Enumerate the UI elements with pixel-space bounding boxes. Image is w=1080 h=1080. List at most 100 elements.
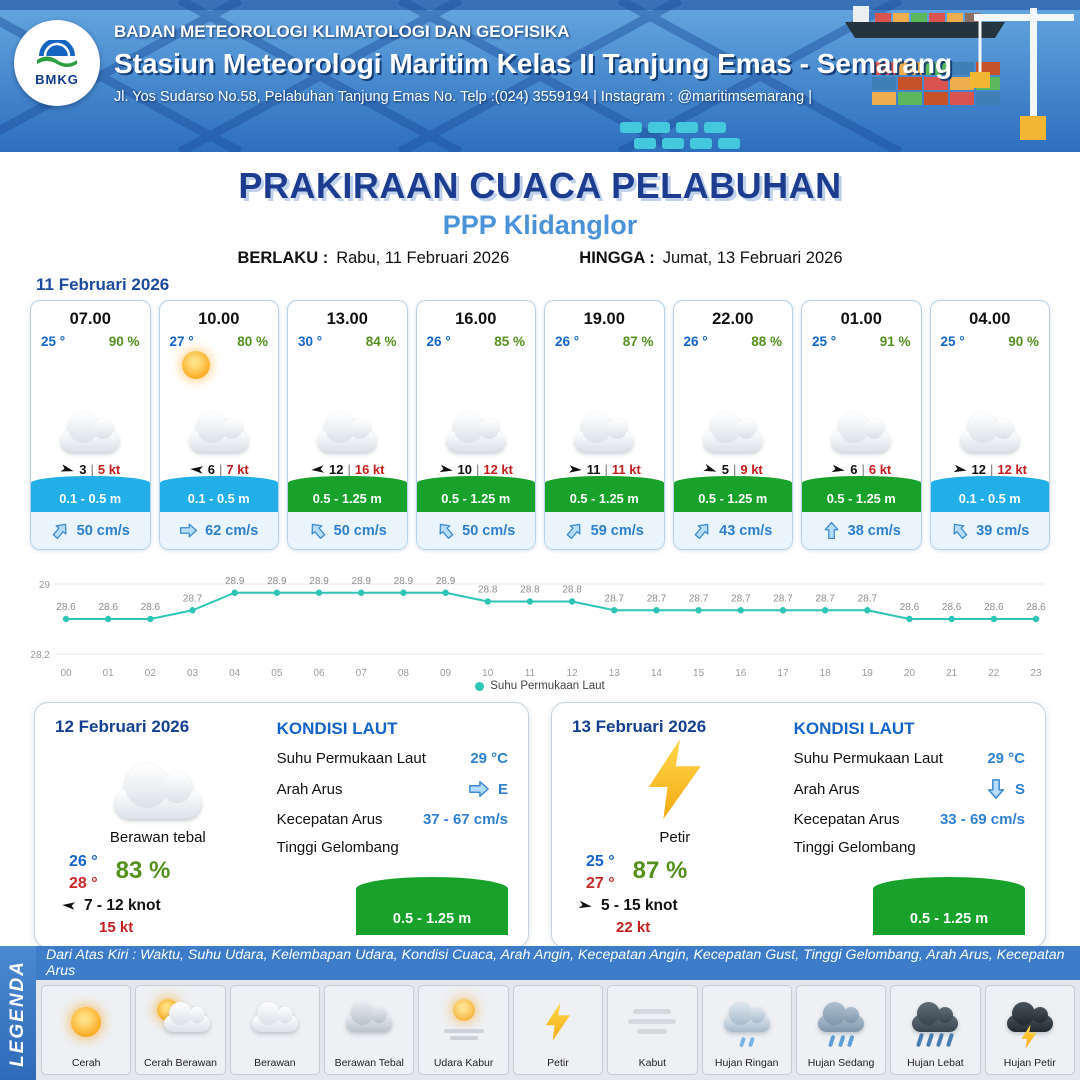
wind-direction-icon — [311, 465, 325, 473]
svg-text:07: 07 — [356, 668, 368, 679]
wind-row: 10 | 12 kt — [417, 462, 536, 485]
page-title: PRAKIRAAN CUACA PELABUHAN — [238, 165, 842, 206]
humidity: 87 % — [622, 334, 654, 349]
day-gust: 15 kt — [99, 918, 134, 936]
sea-conditions-column: KONDISI LAUT Suhu Permukaan Laut 29 °C Ar… — [778, 717, 1029, 937]
weather-icon-cerah-berawan — [160, 349, 279, 462]
forecast-time: 10.00 — [198, 310, 240, 328]
wave-label: Tinggi Gelombang — [793, 839, 916, 856]
humidity: 80 % — [237, 334, 268, 349]
current-row: 50 cm/s — [288, 512, 407, 549]
wind-speed: 12 — [329, 462, 344, 477]
humidity: 88 % — [751, 334, 782, 349]
svg-text:18: 18 — [820, 668, 832, 679]
forecast-time: 16.00 — [455, 310, 497, 328]
svg-text:28.2: 28.2 — [31, 650, 51, 661]
wind-gust: 7 kt — [226, 462, 249, 477]
wind-row: 6 | 7 kt — [160, 462, 279, 485]
svg-text:28.7: 28.7 — [183, 593, 203, 604]
current-dir-label: Arah Arus — [793, 780, 860, 798]
legend-item-kabut: Kabut — [607, 985, 698, 1075]
day-temps: 25 ° 27 ° — [586, 850, 615, 893]
wind-direction-icon — [60, 464, 74, 472]
current-row: 43 cm/s — [673, 512, 792, 549]
sea-conditions-column: KONDISI LAUT Suhu Permukaan Laut 29 °C Ar… — [261, 717, 512, 937]
current-speed: 62 cm/s — [205, 522, 259, 539]
current-direction-icon — [180, 523, 198, 538]
current-direction-icon — [824, 521, 839, 540]
bmkg-emblem-icon — [37, 39, 77, 67]
separator: | — [90, 462, 94, 477]
valid-from-value: Rabu, 11 Februari 2026 — [336, 249, 510, 267]
legend-item-cerah: Cerah — [41, 985, 132, 1075]
current-speed: 50 cm/s — [76, 522, 130, 539]
separator: | — [604, 462, 608, 477]
current-dir-value: E — [497, 780, 508, 798]
forecast-card: 13.00 30 ° 84 % 12 | 16 kt 0.5 - 1.25 m 5… — [287, 300, 408, 550]
validity-row: BERLAKU : Rabu, 11 Februari 2026 HINGGA :… — [0, 249, 1080, 268]
current-dir-label: Arah Arus — [276, 780, 343, 798]
current-row: 50 cm/s — [416, 512, 535, 549]
current-speed: 38 cm/s — [847, 522, 901, 539]
weather-icon-berawan — [931, 349, 1050, 462]
lightning-icon — [545, 1002, 570, 1041]
humidity: 90 % — [108, 334, 140, 349]
station-address: Jl. Yos Sudarso No.58, Pelabuhan Tanjung… — [114, 89, 812, 105]
thunderstorm-icon — [1002, 997, 1058, 1049]
current-direction-icon — [566, 523, 581, 539]
forecast-card: 10.00 27 ° 80 % 6 | 7 kt 0.1 - 0.5 m 62 c… — [158, 300, 279, 550]
legend-item-udara-kabur: Udara Kabur — [418, 985, 509, 1075]
forecast-time: 22.00 — [712, 310, 754, 328]
current-speed-value: 33 - 69 cm/s — [939, 811, 1025, 828]
weather-icon-berawan-tebal — [55, 741, 261, 819]
svg-text:17: 17 — [777, 668, 789, 679]
wind-gust: 11 kt — [611, 462, 641, 477]
legend-section: LEGENDA Dari Atas Kiri : Waktu, Suhu Uda… — [0, 946, 1080, 1080]
current-dir-value: S — [1014, 780, 1025, 798]
current-row: 50 cm/s — [31, 512, 150, 549]
forecast-time: 01.00 — [840, 310, 882, 328]
svg-text:28.9: 28.9 — [225, 576, 245, 587]
svg-text:29: 29 — [39, 580, 51, 591]
wind-row: 5 | 9 kt — [674, 462, 793, 485]
current-direction-icon — [469, 780, 489, 798]
humidity: 85 % — [494, 334, 525, 349]
separator: | — [732, 462, 737, 477]
light-rain-icon — [719, 997, 775, 1047]
svg-text:28.9: 28.9 — [394, 576, 414, 587]
temp-min: 26 ° — [69, 853, 98, 870]
sst-chart-section: 29 28.2 28.6 00 28.6 01 28.6 02 28.7 03 28.9 04 28.9… — [0, 562, 1080, 692]
sst-label: Suhu Permukaan Laut — [793, 750, 943, 767]
legend-item-petir: Petir — [512, 985, 604, 1075]
svg-text:12: 12 — [567, 668, 579, 679]
wind-gust: 5 kt — [97, 462, 121, 477]
weather-icon-berawan — [288, 349, 407, 462]
wave-height-band: 0.1 - 0.5 m — [31, 476, 150, 512]
sun-icon — [181, 351, 210, 379]
svg-text:28.6: 28.6 — [984, 602, 1004, 613]
sst-value: 29 °C — [470, 750, 508, 767]
sun-cloud-icon — [153, 997, 211, 1047]
wind-gust: 6 kt — [868, 462, 892, 477]
legend-item-berawan: Berawan — [229, 985, 321, 1075]
svg-text:05: 05 — [271, 668, 283, 679]
legend-item-cerah-berawan: Cerah Berawan — [135, 985, 226, 1075]
current-direction-icon — [52, 523, 67, 539]
current-row: 59 cm/s — [545, 512, 664, 549]
wave-height-band: 0.5 - 1.25 m — [802, 476, 921, 512]
svg-text:28.8: 28.8 — [478, 585, 498, 596]
legend-item-hujan-sedang: Hujan Sedang — [795, 985, 887, 1075]
current-speed: 43 cm/s — [719, 522, 773, 539]
org-name: BADAN METEOROLOGI KLIMATOLOGI DAN GEOFIS… — [114, 22, 570, 41]
svg-text:28.9: 28.9 — [309, 576, 329, 587]
hazy-sun-icon — [436, 997, 492, 1047]
day-gust: 22 kt — [616, 918, 651, 936]
svg-text:21: 21 — [946, 668, 958, 679]
daily-forecast-row: 12 Februari 2026 Berawan tebal 26 ° 28 °… — [0, 702, 1080, 948]
wave-height-badge: 0.5 - 1.25 m — [356, 877, 508, 935]
current-speed: 39 cm/s — [976, 522, 1030, 539]
svg-text:28.7: 28.7 — [689, 593, 709, 604]
temperature: 26 ° — [555, 334, 580, 349]
forecast-card: 01.00 25 ° 91 % 6 | 6 kt 0.5 - 1.25 m 38 … — [801, 300, 922, 550]
legend-item-hujan-petir: Hujan Petir — [984, 985, 1075, 1075]
